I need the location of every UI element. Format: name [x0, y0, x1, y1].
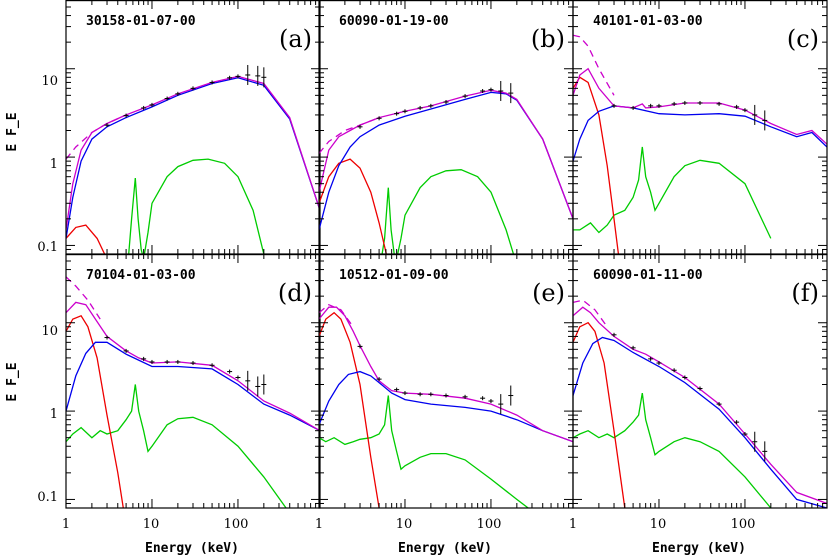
comptonization-curve	[319, 91, 573, 231]
comptonization-curve	[573, 336, 827, 508]
panel-letter: (f)	[791, 279, 819, 307]
y-tick-label-1-row1: 1	[50, 157, 58, 172]
panel-6-curves	[573, 299, 827, 508]
x-tick-label-10-col3: 10	[650, 517, 667, 532]
disk-curve	[573, 76, 620, 254]
y-tick-label-0.1-row2: 0.1	[37, 490, 58, 505]
comptonization-curve	[66, 341, 320, 432]
panel-letter: (d)	[278, 279, 312, 307]
total-model-curve	[66, 301, 320, 432]
line-reflection-curve	[573, 146, 772, 239]
disk-curve	[66, 224, 106, 254]
total-model-curve	[573, 306, 827, 505]
total-model-dashed-curve	[573, 299, 608, 328]
x-axis-title-col1: Energy (keV)	[145, 541, 239, 556]
line-reflection-curve	[66, 384, 287, 508]
disk-curve	[66, 314, 124, 508]
x-tick-label-1-col2: 1	[315, 517, 323, 532]
total-model-dashed-curve	[319, 303, 354, 328]
comptonization-curve	[573, 105, 827, 162]
obsid-label: 60090-01-19-00	[339, 14, 449, 29]
panel-1-curves	[66, 64, 320, 254]
total-model-dashed-curve	[573, 34, 615, 96]
disk-curve	[319, 158, 388, 254]
comptonization-curve	[319, 370, 573, 443]
x-tick-label-100-col3: 100	[731, 517, 756, 532]
y-tick-label-1-row2: 1	[50, 407, 58, 422]
y-tick-label-10-row1: 10	[41, 74, 58, 89]
x-tick-label-100-col1: 100	[224, 517, 249, 532]
obsid-label: 10512-01-09-00	[339, 268, 449, 283]
obsid-label: 70104-01-03-00	[86, 268, 196, 283]
x-axis-title-col3: Energy (keV)	[652, 541, 746, 556]
y-axis-title-row2: E F_E	[5, 362, 20, 401]
x-tick-label-1-col3: 1	[569, 517, 577, 532]
panel-2-ticks	[318, 0, 574, 255]
total-model-curve	[319, 89, 573, 220]
line-reflection-curve	[381, 169, 515, 254]
line-reflection-curve	[128, 158, 265, 254]
comptonization-curve	[66, 77, 320, 239]
panel-letter: (a)	[279, 25, 312, 53]
panel-frame	[572, 254, 828, 509]
line-reflection-curve	[573, 392, 772, 508]
panel-4: 70104-01-03-00 (d)	[65, 253, 321, 509]
plot-panels: 30158-01-07-00(a)60090-01-19-00(b)40101-…	[65, 0, 828, 509]
x-tick-label-10-col2: 10	[396, 517, 413, 532]
panel-letter: (e)	[532, 279, 565, 307]
obsid-label: 60090-01-11-00	[593, 268, 703, 283]
panel-2: 60090-01-19-00 (b)	[318, 0, 574, 255]
x-tick-label-10-col1: 10	[143, 517, 160, 532]
obsid-label: 30158-01-07-00	[86, 14, 196, 29]
line-reflection-curve	[319, 395, 530, 508]
disk-curve	[319, 311, 380, 508]
y-axis-title-row1: E F_E	[5, 112, 20, 151]
total-model-curve	[66, 75, 320, 230]
y-tick-label-0.1-row1: 0.1	[37, 240, 58, 255]
panel-6: 60090-01-11-00 (f)	[572, 253, 828, 509]
panel-2-curves	[319, 80, 573, 254]
panel-1: 30158-01-07-00 (a)	[65, 0, 321, 255]
y-tick-label-10-row2: 10	[41, 324, 58, 339]
panel-5: 10512-01-09-00 (e)	[318, 253, 574, 509]
disk-curve	[573, 321, 626, 508]
total-model-dashed-curve	[66, 276, 101, 320]
panel-5-curves	[319, 303, 573, 508]
x-tick-label-1-col1: 1	[62, 517, 70, 532]
x-axis-title-col2: Energy (keV)	[398, 541, 492, 556]
panel-frame	[65, 254, 321, 509]
x-tick-label-100-col2: 100	[477, 517, 502, 532]
panel-6-ticks	[572, 253, 828, 509]
panel-3: 40101-01-03-00 (c)	[572, 0, 828, 255]
panel-3-curves	[573, 34, 827, 254]
panel-4-curves	[66, 276, 320, 508]
panel-3-ticks	[572, 0, 828, 255]
panel-letter: (c)	[787, 25, 819, 53]
total-model-curve	[319, 306, 573, 443]
total-model-curve	[573, 67, 827, 145]
panel-letter: (b)	[531, 25, 565, 53]
obsid-label: 40101-01-03-00	[593, 14, 703, 29]
